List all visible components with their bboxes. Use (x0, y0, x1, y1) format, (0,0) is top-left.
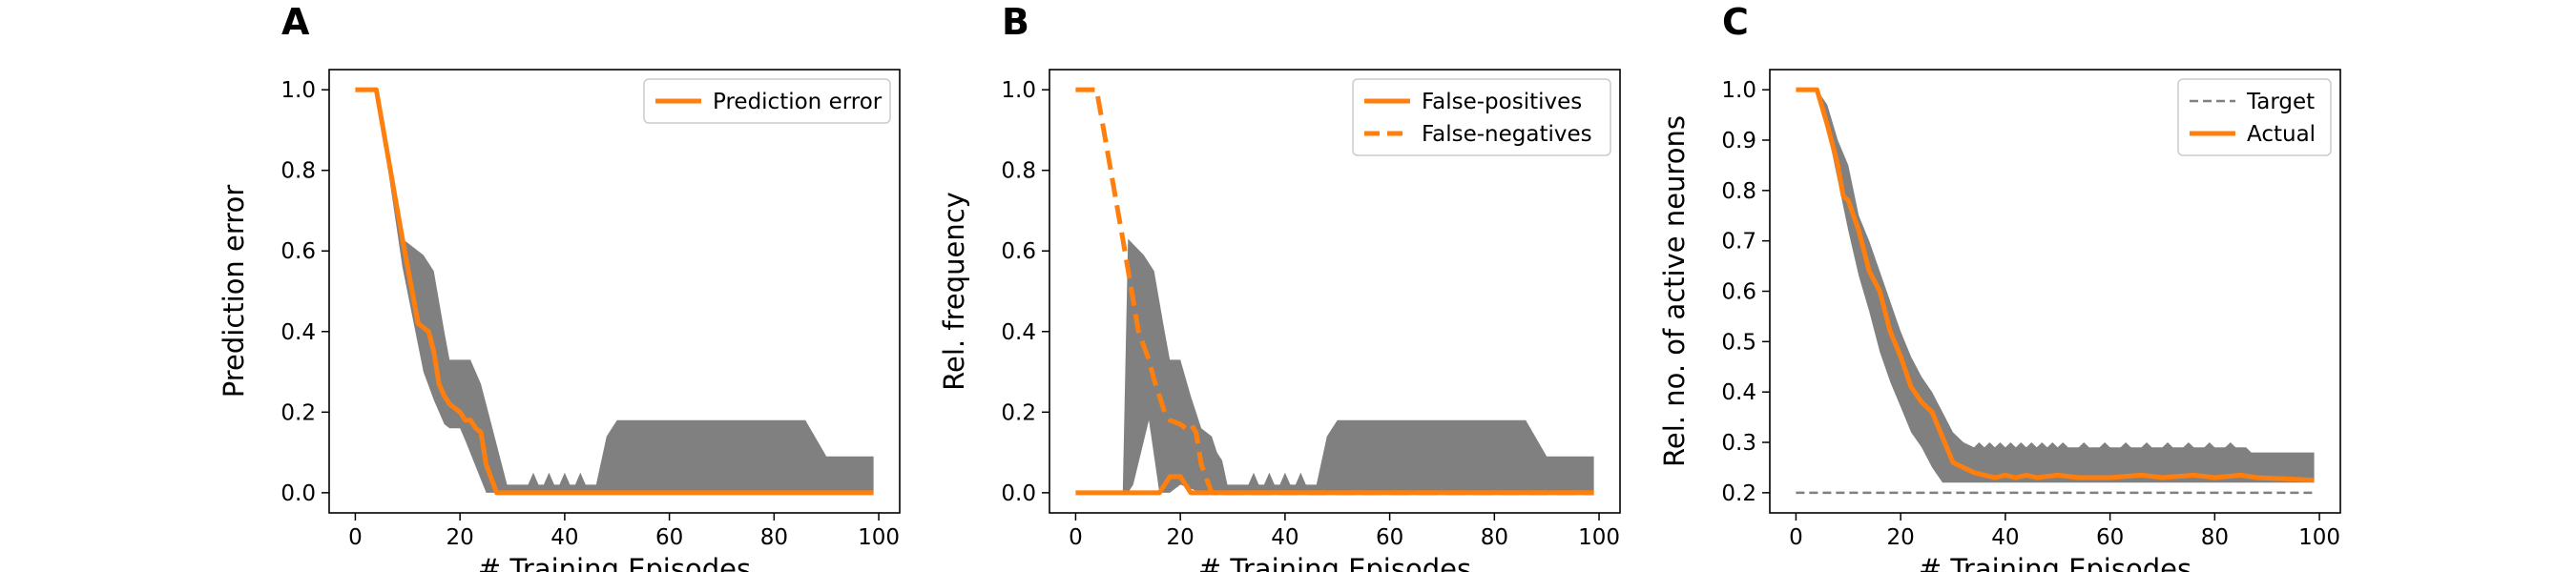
std-band (355, 90, 874, 493)
x-tick-label: 40 (1991, 525, 2019, 550)
x-tick-label: 20 (1887, 525, 1915, 550)
x-tick-label: 0 (1789, 525, 1803, 550)
x-axis-label: # Training Episodes (1198, 553, 1471, 572)
x-tick-label: 100 (2298, 525, 2340, 550)
panel-letter: C (1722, 1, 1749, 43)
y-tick-label: 0.2 (280, 400, 316, 425)
y-tick-label: 1.0 (280, 78, 316, 103)
x-tick-label: 40 (551, 525, 578, 550)
y-axis-label: Rel. frequency (938, 192, 970, 391)
x-axis-label: # Training Episodes (478, 553, 751, 572)
y-tick-label: 0.4 (1721, 380, 1756, 405)
y-tick-label: 0.2 (1721, 481, 1756, 506)
legend-label-target: Target (2246, 90, 2315, 114)
panel-a: 0 20 40 60 80 100 0.0 0.2 0.4 0.6 0.8 1.0 # Training… (218, 1, 901, 572)
legend-label-prediction-error: Prediction error (713, 90, 883, 114)
y-tick-label: 0.4 (280, 320, 316, 345)
x-tick-label: 100 (1578, 525, 1620, 550)
y-axis-label: Prediction error (218, 185, 250, 398)
y-tick-label: 1.0 (1001, 78, 1036, 103)
y-tick-label: 0.9 (1721, 129, 1756, 153)
x-tick-label: 80 (760, 525, 788, 550)
series-line-false-negatives (1075, 87, 1594, 496)
y-tick-label: 0.8 (1001, 159, 1036, 184)
legend-box (1352, 78, 1611, 156)
series-line-prediction-error (355, 87, 874, 496)
y-tick-label: 0.6 (1721, 280, 1756, 305)
x-tick-label: 40 (1271, 525, 1298, 550)
legend-label-false-positives: False-positives (1422, 90, 1582, 114)
legend-label-actual: Actual (2247, 122, 2316, 147)
x-tick-label: 0 (348, 525, 363, 550)
y-tick-label: 0.4 (1001, 320, 1036, 345)
y-tick-label: 0.8 (280, 159, 316, 184)
y-tick-label: 0.6 (1001, 239, 1036, 264)
std-band (1075, 238, 1594, 493)
y-tick-label: 0.6 (280, 239, 316, 264)
y-tick-label: 0.7 (1721, 230, 1756, 255)
axes-frame (1049, 69, 1621, 514)
axes-frame (328, 69, 901, 514)
y-tick-label: 1.0 (1721, 78, 1756, 103)
x-tick-label: 20 (447, 525, 474, 550)
x-tick-label: 20 (1167, 525, 1195, 550)
y-tick-label: 0.8 (1721, 179, 1756, 204)
y-axis-label: Rel. no. of active neurons (1658, 115, 1691, 467)
x-axis-label: # Training Episodes (1919, 553, 2192, 572)
x-tick-label: 80 (1481, 525, 1508, 550)
series-line-actual (1796, 87, 2315, 483)
panel-letter: B (1002, 1, 1029, 43)
y-tick-label: 0.0 (280, 481, 316, 506)
legend-label-false-negatives: False-negatives (1422, 122, 1592, 147)
y-tick-label: 0.2 (1001, 400, 1036, 425)
x-tick-label: 100 (858, 525, 900, 550)
x-tick-label: 60 (1376, 525, 1403, 550)
y-tick-label: 0.5 (1721, 330, 1756, 355)
x-tick-label: 60 (655, 525, 683, 550)
panel-b: 0 20 40 60 80 100 0.0 0.2 0.4 0.6 0.8 1.0 # Training… (938, 1, 1621, 572)
panel-letter: A (281, 1, 310, 43)
legend-box (643, 78, 891, 124)
y-tick-label: 0.3 (1721, 431, 1756, 456)
x-tick-label: 0 (1069, 525, 1083, 550)
y-tick-label: 0.0 (1001, 481, 1036, 506)
x-tick-label: 80 (2201, 525, 2229, 550)
legend-box (2177, 78, 2332, 156)
panel-c: 0 20 40 60 80 100 0.2 0.3 0.4 0.5 0.6 0.7 0.8 0.9 1.0 #… (1658, 1, 2341, 572)
x-tick-label: 60 (2096, 525, 2124, 550)
std-band (1796, 90, 2315, 483)
